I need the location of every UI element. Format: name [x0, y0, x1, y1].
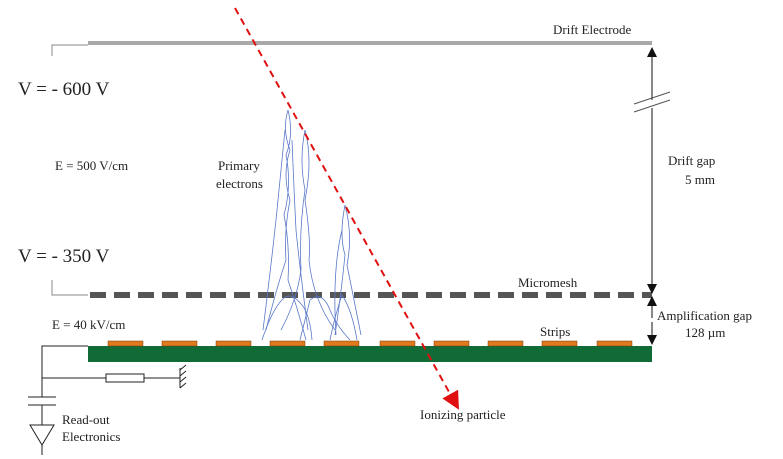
label: 128 µm	[685, 325, 725, 340]
label: Amplification gap	[657, 308, 752, 323]
label: Micromesh	[518, 275, 578, 290]
strips	[107, 340, 633, 347]
label: Read-out	[62, 412, 110, 427]
ionizing-particle-track	[234, 7, 459, 410]
label: Drift Electrode	[553, 22, 632, 37]
wire	[51, 280, 88, 296]
break-mark	[633, 99, 671, 113]
label: V = - 600 V	[18, 79, 110, 100]
label: electrons	[216, 176, 263, 191]
label: Primary	[218, 158, 260, 173]
label: V = - 350 V	[18, 246, 110, 267]
label: 5 mm	[685, 172, 715, 187]
label: Drift gap	[668, 153, 715, 168]
label: Strips	[540, 324, 570, 339]
label: E = 40 kV/cm	[52, 317, 125, 332]
label: E = 500 V/cm	[55, 158, 128, 173]
readout-circuit	[28, 345, 187, 455]
break-mark	[633, 91, 671, 105]
label: Ionizing particle	[420, 407, 506, 422]
electron-tracks	[261, 109, 362, 341]
pcb	[88, 346, 652, 362]
label: Electronics	[62, 429, 120, 444]
wire	[51, 44, 88, 56]
